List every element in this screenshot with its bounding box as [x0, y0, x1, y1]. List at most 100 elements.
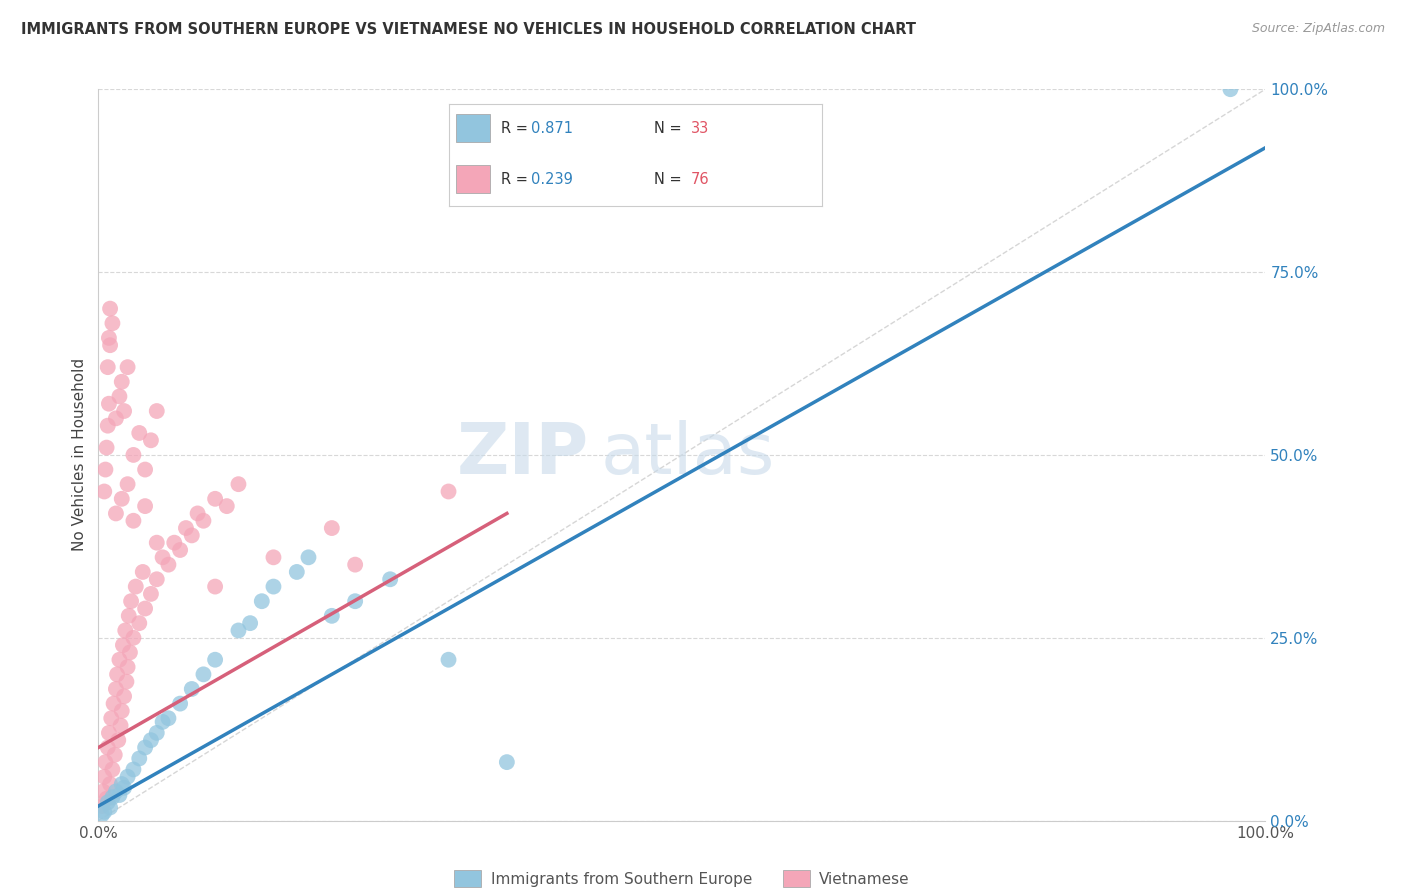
Point — [285, 565, 308, 579]
Point — [107, 733, 129, 747]
Point — [378, 572, 402, 586]
Point — [262, 580, 284, 594]
Point — [104, 507, 127, 521]
Point — [120, 594, 142, 608]
Point — [204, 653, 226, 667]
Point — [187, 507, 209, 521]
Point — [104, 411, 127, 425]
Point — [146, 726, 169, 740]
Point — [193, 667, 215, 681]
Point — [169, 543, 191, 558]
Point — [122, 763, 145, 777]
Point — [96, 441, 118, 455]
Point — [122, 448, 145, 462]
Point — [117, 477, 139, 491]
Point — [93, 805, 115, 819]
Point — [93, 770, 115, 784]
Point — [112, 780, 135, 795]
Point — [97, 418, 120, 433]
Point — [134, 601, 156, 615]
Point — [105, 667, 128, 681]
Point — [495, 755, 517, 769]
Point — [98, 338, 121, 352]
Point — [157, 558, 180, 572]
Point — [114, 624, 136, 638]
Point — [134, 499, 156, 513]
Point — [108, 788, 131, 802]
Point — [104, 784, 127, 798]
Point — [111, 375, 134, 389]
Y-axis label: No Vehicles in Household: No Vehicles in Household — [72, 359, 87, 551]
Point — [101, 790, 124, 805]
Point — [90, 807, 112, 822]
Point — [344, 594, 367, 608]
Point — [97, 740, 120, 755]
Point — [344, 558, 367, 572]
Point — [108, 389, 131, 403]
Point — [97, 796, 120, 810]
Point — [108, 653, 131, 667]
Point — [118, 608, 141, 623]
Text: ZIP: ZIP — [457, 420, 589, 490]
Point — [122, 514, 145, 528]
Point — [139, 434, 162, 448]
Point — [94, 755, 117, 769]
Point — [134, 462, 156, 476]
Point — [437, 653, 460, 667]
Point — [125, 580, 148, 594]
Point — [163, 535, 186, 549]
Point — [112, 404, 135, 418]
Legend: Immigrants from Southern Europe, Vietnamese: Immigrants from Southern Europe, Vietnam… — [449, 863, 915, 892]
Point — [169, 697, 191, 711]
Point — [104, 747, 127, 762]
Point — [128, 425, 150, 440]
Point — [128, 616, 150, 631]
Point — [97, 397, 120, 411]
Point — [96, 791, 118, 805]
Point — [180, 681, 202, 696]
Point — [128, 751, 150, 765]
Point — [98, 800, 121, 814]
Point — [152, 714, 174, 729]
Point — [117, 770, 139, 784]
Point — [101, 763, 124, 777]
Point — [146, 535, 169, 549]
Point — [117, 660, 139, 674]
Point — [97, 726, 120, 740]
Point — [103, 697, 125, 711]
Point — [139, 733, 162, 747]
Point — [174, 521, 197, 535]
Point — [91, 784, 114, 798]
Point — [98, 301, 121, 316]
Point — [228, 624, 250, 638]
Point — [321, 608, 343, 623]
Point — [115, 674, 138, 689]
Point — [215, 499, 238, 513]
Point — [101, 316, 124, 330]
Point — [146, 572, 169, 586]
Point — [118, 645, 141, 659]
Point — [112, 690, 135, 704]
Point — [90, 799, 112, 814]
Point — [204, 491, 226, 506]
Point — [262, 550, 284, 565]
Point — [100, 711, 122, 725]
Point — [134, 740, 156, 755]
Point — [97, 331, 120, 345]
Text: IMMIGRANTS FROM SOUTHERN EUROPE VS VIETNAMESE NO VEHICLES IN HOUSEHOLD CORRELATI: IMMIGRANTS FROM SOUTHERN EUROPE VS VIETN… — [21, 22, 917, 37]
Point — [111, 704, 134, 718]
Point — [122, 631, 145, 645]
Point — [204, 580, 226, 594]
Point — [110, 718, 132, 732]
Point — [250, 594, 273, 608]
Point — [157, 711, 180, 725]
Point — [111, 491, 134, 506]
Point — [146, 404, 169, 418]
Point — [98, 777, 121, 791]
Text: Source: ZipAtlas.com: Source: ZipAtlas.com — [1251, 22, 1385, 36]
Point — [111, 638, 134, 652]
Point — [97, 360, 120, 375]
Point — [180, 528, 202, 542]
Point — [94, 462, 117, 476]
Point — [132, 565, 155, 579]
